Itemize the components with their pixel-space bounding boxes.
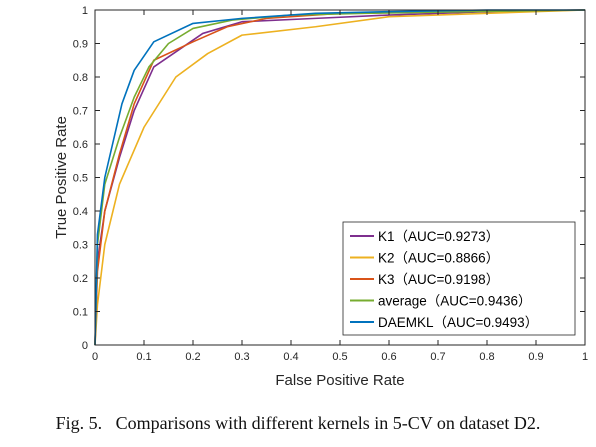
roc-curves bbox=[94, 9, 586, 346]
legend-label: K2（AUC=0.8866） bbox=[378, 251, 499, 266]
x-tick-label: 0.5 bbox=[332, 351, 347, 363]
x-tick-label: 0.9 bbox=[528, 351, 543, 363]
legend-label: K3（AUC=0.9198） bbox=[378, 272, 499, 287]
y-tick-label: 0.9 bbox=[73, 39, 88, 51]
x-tick-label: 0.7 bbox=[430, 351, 445, 363]
y-tick-label: 0.4 bbox=[73, 206, 88, 218]
x-tick-label: 0.2 bbox=[185, 351, 200, 363]
y-tick-label: 0.3 bbox=[73, 240, 88, 252]
legend: K1（AUC=0.9273） K2（AUC=0.8866） K3（AUC=0.919… bbox=[342, 221, 576, 336]
legend-label: DAEMKL（AUC=0.9493） bbox=[378, 315, 538, 330]
legend-box bbox=[342, 221, 576, 336]
y-axis: 0 0.1 0.2 0.3 0.4 0.5 0.6 0.7 0.8 0.9 1 bbox=[73, 5, 585, 352]
y-tick-label: 0.5 bbox=[73, 173, 88, 185]
x-tick-label: 0.4 bbox=[283, 351, 298, 363]
x-axis: 0 0.1 0.2 0.3 0.4 0.5 0.6 0.7 0.8 0.9 1 bbox=[92, 10, 588, 363]
y-axis-title: True Positive Rate bbox=[53, 116, 70, 239]
y-tick-label: 0.7 bbox=[73, 106, 88, 118]
roc-curve-5 bbox=[94, 9, 585, 346]
roc-curve-2 bbox=[94, 9, 586, 346]
y-tick-label: 0.8 bbox=[73, 72, 88, 84]
y-tick-label: 1 bbox=[82, 5, 88, 17]
legend-label: K1（AUC=0.9273） bbox=[378, 229, 499, 244]
x-axis-title: False Positive Rate bbox=[275, 372, 404, 389]
y-tick-label: 0 bbox=[82, 340, 88, 352]
y-tick-label: 0.6 bbox=[73, 139, 88, 151]
figure-caption: Fig. 5. Comparisons with different kerne… bbox=[55, 413, 541, 433]
y-tick-label: 0.1 bbox=[73, 307, 88, 319]
x-tick-label: 0.6 bbox=[381, 351, 396, 363]
legend-label: average（AUC=0.9436） bbox=[378, 294, 531, 309]
y-tick-label: 0.2 bbox=[73, 273, 88, 285]
x-tick-label: 0.3 bbox=[234, 351, 249, 363]
x-tick-label: 0.8 bbox=[479, 351, 494, 363]
x-tick-label: 0.1 bbox=[136, 351, 151, 363]
roc-curve-4 bbox=[94, 9, 586, 346]
x-tick-label: 1 bbox=[582, 351, 588, 363]
x-tick-label: 0 bbox=[92, 351, 98, 363]
